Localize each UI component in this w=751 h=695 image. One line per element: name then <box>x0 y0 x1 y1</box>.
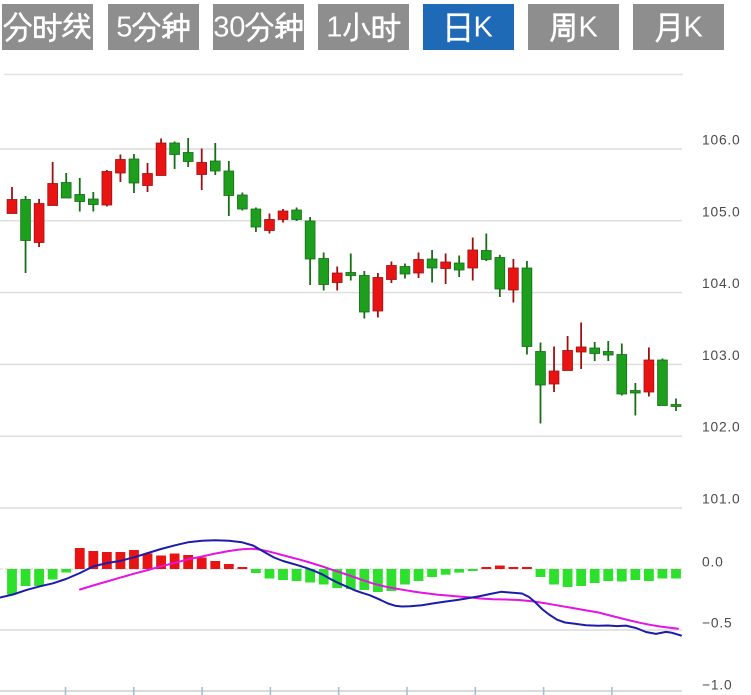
svg-text:104.0: 104.0 <box>702 276 741 291</box>
svg-text:101.0: 101.0 <box>702 492 741 507</box>
svg-text:5: 5 <box>116 11 132 43</box>
svg-text:−1.0: −1.0 <box>702 678 732 693</box>
svg-text:0.0: 0.0 <box>702 555 724 570</box>
svg-text:1: 1 <box>326 11 342 43</box>
svg-text:K: K <box>473 11 493 43</box>
svg-text:103.0: 103.0 <box>702 348 741 363</box>
svg-text:3: 3 <box>213 11 229 43</box>
svg-text:106.0: 106.0 <box>702 133 741 148</box>
svg-text:K: K <box>683 11 703 43</box>
svg-text:−0.5: −0.5 <box>702 616 732 631</box>
svg-text:102.0: 102.0 <box>702 420 741 435</box>
svg-text:105.0: 105.0 <box>702 204 741 219</box>
svg-text:0: 0 <box>229 11 245 43</box>
svg-text:K: K <box>578 11 598 43</box>
